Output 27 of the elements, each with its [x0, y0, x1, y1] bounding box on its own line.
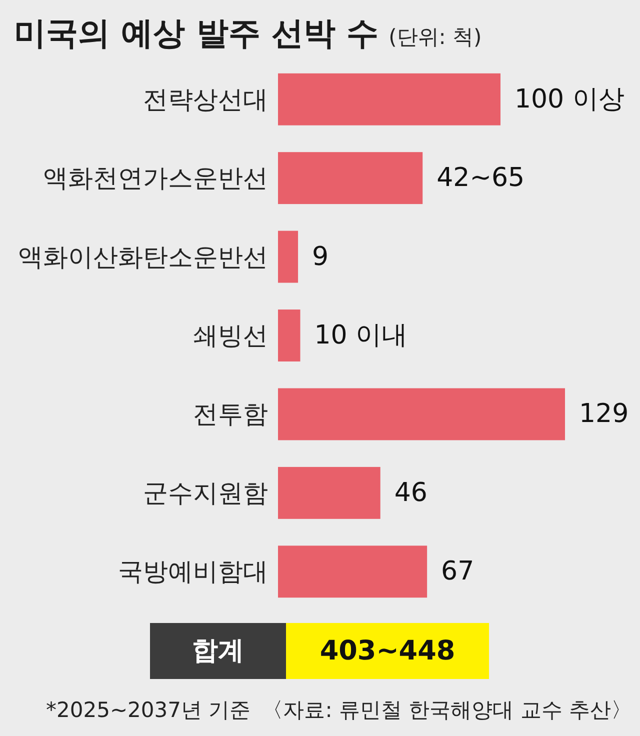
- text: 403~448: [320, 636, 456, 666]
- data-label: 10 이내: [314, 320, 408, 350]
- y-tick-label: 국방예비함대: [118, 557, 268, 586]
- text: 합계: [192, 636, 244, 666]
- y-tick-label: 군수지원함: [143, 478, 268, 508]
- bar: [278, 466, 380, 519]
- y-tick-label: 전투함: [193, 400, 268, 429]
- y-tick-label: 액화천연가스운반선: [43, 164, 268, 193]
- bar: [278, 310, 300, 362]
- bar: [278, 546, 428, 598]
- bar: [278, 73, 500, 126]
- bar: [278, 152, 423, 204]
- chart-title: 미국의 예상 발주 선박 수: [14, 14, 379, 52]
- y-tick-label: 액화이산화탄소운반선: [18, 242, 268, 272]
- chart-subtitle: (단위: 척): [388, 25, 482, 49]
- text: *2025~2037년 기준: [46, 698, 251, 722]
- data-label: 67: [441, 556, 474, 587]
- data-label: 129: [579, 399, 629, 430]
- bar: [278, 388, 565, 440]
- data-label: 9: [312, 242, 329, 272]
- bar: [278, 230, 298, 283]
- data-label: 100 이상: [514, 84, 624, 114]
- y-tick-label: 쇄빙선: [193, 321, 268, 350]
- data-label: 46: [394, 478, 428, 508]
- data-label: 42~65: [436, 163, 525, 194]
- y-tick-label: 전략상선대: [143, 84, 268, 114]
- text: 〈자료: 류민철 한국해양대 교수 추산〉: [262, 698, 632, 722]
